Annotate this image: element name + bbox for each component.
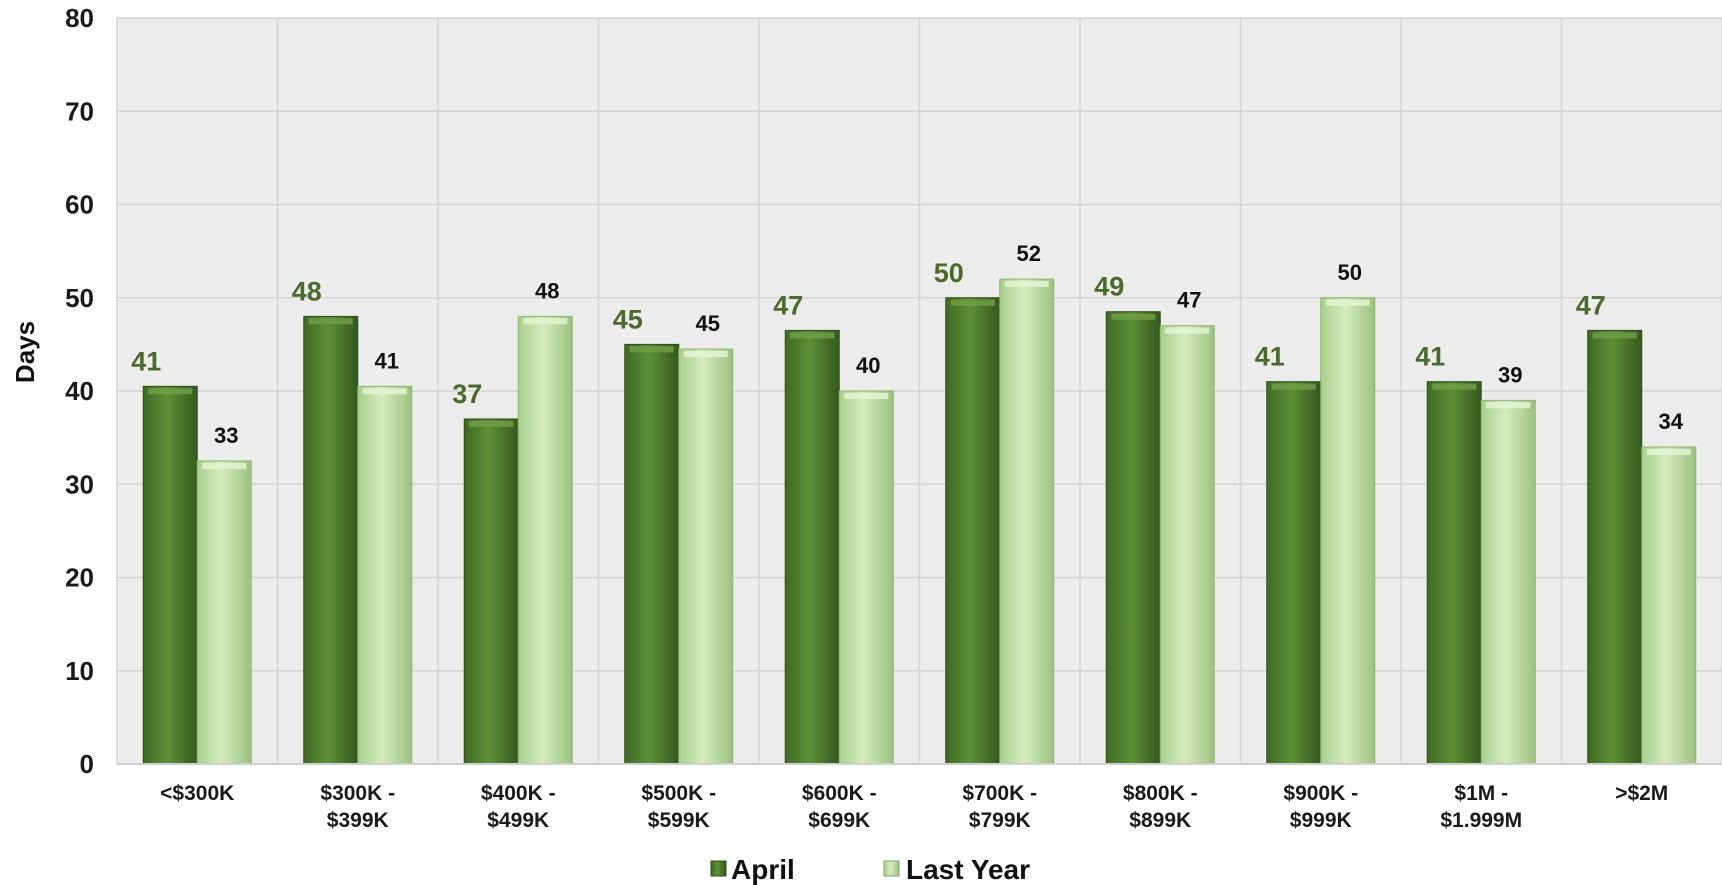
bar-last-year — [678, 348, 734, 765]
data-label-last-year: 48 — [535, 278, 559, 303]
data-label-april: 47 — [773, 290, 803, 320]
y-tick-label: 20 — [65, 563, 94, 593]
legend-swatch-last-year — [883, 860, 900, 877]
legend: April Last Year — [710, 854, 1030, 885]
data-label-april: 41 — [131, 346, 161, 376]
bar-last-year — [517, 315, 573, 765]
data-label-last-year: 47 — [1177, 288, 1201, 313]
data-label-last-year: 45 — [696, 311, 720, 336]
bars — [142, 278, 1697, 765]
data-label-april: 49 — [1094, 272, 1124, 302]
x-tick-label: $699K — [808, 809, 870, 832]
x-tick-label: $900K - — [1283, 782, 1358, 805]
y-tick-label: 10 — [65, 656, 94, 686]
bar-bevel-last-year — [1004, 281, 1049, 288]
bar-bevel-april — [148, 388, 193, 395]
data-labels: 41 33 48 41 37 48 45 45 47 40 50 52 49 47 41 50 41 39 47 34 — [131, 241, 1684, 448]
bar-april — [1105, 311, 1161, 765]
x-tick-label: $899K — [1129, 809, 1191, 832]
bar-last-year — [1641, 446, 1697, 765]
y-tick-label: 60 — [65, 190, 94, 220]
x-tick-label: $1.999M — [1440, 809, 1522, 832]
x-tick-label: <$300K — [160, 782, 234, 805]
bar-bevel-last-year — [1325, 299, 1370, 306]
x-tick-label: $600K - — [802, 782, 877, 805]
bar-last-year — [1480, 399, 1536, 765]
bar-bevel-april — [1111, 313, 1156, 320]
bar-last-year — [1320, 297, 1376, 765]
bar-bevel-april — [1432, 383, 1477, 390]
data-label-last-year: 50 — [1338, 260, 1362, 285]
x-tick-label: $300K - — [320, 782, 395, 805]
bar-bevel-april — [1592, 332, 1637, 339]
bar-bevel-last-year — [844, 393, 889, 399]
bar-april — [303, 315, 359, 765]
x-tick-label: $700K - — [962, 782, 1037, 805]
data-label-april: 45 — [613, 304, 643, 334]
bar-bevel-last-year — [1646, 448, 1691, 455]
x-tick-label: $999K — [1290, 809, 1352, 832]
y-tick-label: 40 — [65, 376, 94, 406]
data-label-last-year: 34 — [1659, 409, 1684, 434]
y-tick-label: 70 — [65, 96, 94, 126]
x-tick-label: $499K — [487, 809, 549, 832]
x-tick-label: $399K — [327, 809, 389, 832]
bar-april — [463, 418, 519, 765]
bar-bevel-last-year — [683, 351, 728, 358]
bar-april — [142, 385, 198, 765]
bar-april — [784, 329, 840, 765]
bar-bevel-last-year — [523, 318, 568, 325]
bar-last-year — [357, 385, 413, 765]
bar-bevel-april — [790, 332, 835, 339]
y-tick-label: 0 — [80, 749, 94, 779]
bar-last-year — [999, 278, 1055, 765]
bar-bevel-april — [1271, 383, 1316, 390]
x-tick-label: $500K - — [641, 782, 716, 805]
y-tick-label: 30 — [65, 469, 94, 499]
bar-bevel-last-year — [362, 388, 407, 395]
data-label-april: 37 — [452, 379, 482, 409]
data-label-last-year: 52 — [1017, 241, 1041, 266]
bar-last-year — [1159, 325, 1215, 765]
bar-bevel-last-year — [1486, 402, 1531, 409]
bar-last-year — [196, 460, 252, 765]
data-label-april: 47 — [1576, 290, 1606, 320]
legend-label-last-year: Last Year — [906, 854, 1030, 885]
bar-bevel-april — [469, 420, 514, 427]
y-tick-label: 50 — [65, 283, 94, 313]
bar-last-year — [838, 390, 894, 765]
bar-bevel-april — [629, 346, 674, 353]
bar-april — [624, 343, 680, 765]
data-label-april: 50 — [934, 258, 964, 288]
y-tick-label: 80 — [65, 3, 94, 33]
data-label-last-year: 40 — [856, 353, 880, 378]
data-label-april: 41 — [1255, 342, 1285, 372]
bar-bevel-last-year — [202, 462, 247, 469]
bar-april — [1266, 381, 1322, 765]
data-label-last-year: 39 — [1498, 362, 1522, 387]
data-label-april: 48 — [292, 276, 322, 306]
legend-swatch-april — [710, 860, 727, 877]
bar-april — [945, 297, 1001, 765]
x-tick-label: $599K — [648, 809, 710, 832]
bar-bevel-last-year — [1165, 327, 1210, 334]
data-label-april: 41 — [1415, 342, 1445, 372]
x-tick-label: >$2M — [1615, 782, 1668, 805]
bar-april — [1426, 381, 1482, 765]
x-tick-label: $400K - — [481, 782, 556, 805]
x-tick-label: $1M - — [1454, 782, 1508, 805]
data-label-last-year: 33 — [214, 423, 238, 448]
bar-bevel-april — [308, 318, 353, 325]
bar-bevel-april — [950, 299, 995, 306]
data-label-last-year: 41 — [375, 348, 399, 373]
x-tick-label: $799K — [969, 809, 1031, 832]
x-tick-label: $800K - — [1123, 782, 1198, 805]
legend-label-april: April — [731, 854, 795, 885]
axes: 0 10 20 30 40 50 60 70 80 <$300K $300K - $399K $400K… — [65, 3, 1722, 832]
bar-april — [1587, 329, 1643, 765]
y-axis-label: Days — [10, 321, 40, 383]
